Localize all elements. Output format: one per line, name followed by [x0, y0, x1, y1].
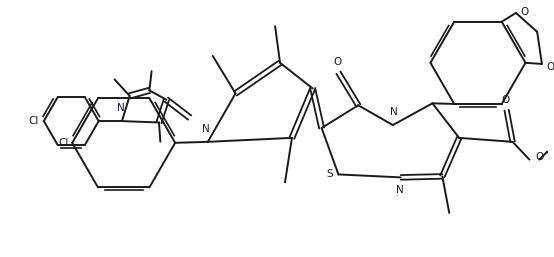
- Text: Cl: Cl: [28, 116, 38, 126]
- Text: S: S: [326, 169, 333, 179]
- Text: N: N: [117, 103, 125, 113]
- Text: O: O: [333, 57, 341, 67]
- Text: N: N: [390, 107, 398, 117]
- Text: N: N: [396, 185, 403, 195]
- Text: O: O: [501, 95, 510, 105]
- Text: O: O: [520, 7, 529, 17]
- Text: N: N: [202, 124, 209, 134]
- Text: Cl: Cl: [59, 138, 69, 148]
- Text: O: O: [546, 62, 554, 72]
- Text: O: O: [535, 152, 543, 162]
